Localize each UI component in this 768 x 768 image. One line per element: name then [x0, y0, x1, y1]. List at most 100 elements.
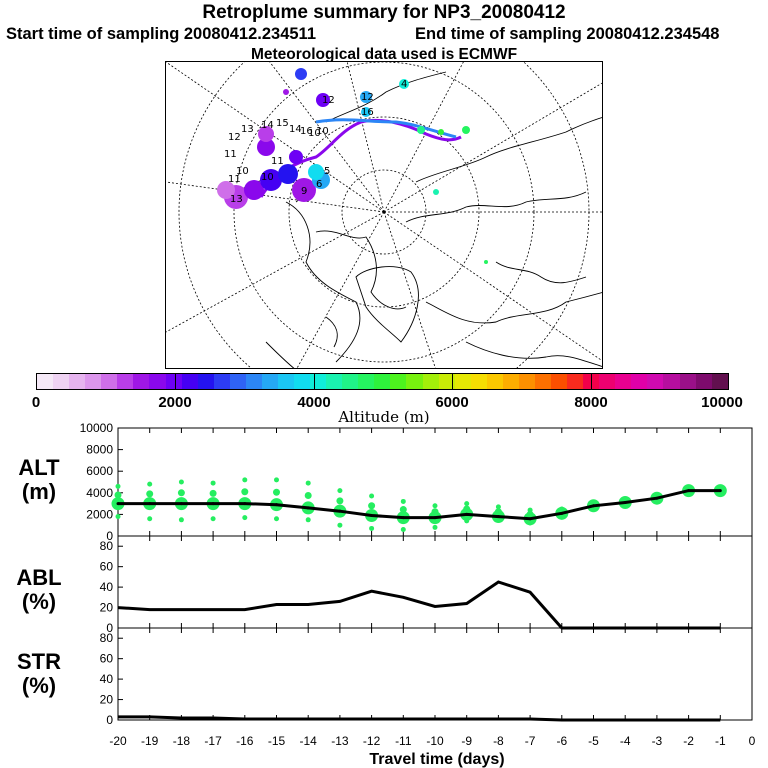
colorbar-segment — [85, 374, 102, 389]
abl-ytick-label: 60 — [100, 560, 114, 574]
alt-cluster-point — [527, 520, 533, 526]
meridian — [166, 62, 385, 213]
meridian — [383, 82, 602, 213]
cluster-marker — [292, 178, 316, 202]
map-label: 4 — [401, 79, 407, 90]
abl-label-line2: (%) — [21, 589, 57, 614]
coastline — [405, 191, 587, 223]
alt-cluster-point — [559, 514, 565, 520]
alt-cluster-point — [209, 489, 217, 497]
xtick-label: -17 — [204, 734, 222, 748]
map-label: 14 — [289, 124, 302, 135]
colorbar-segment — [374, 374, 391, 389]
colorbar-segment — [342, 374, 359, 389]
alt-series-point — [338, 509, 342, 513]
alt-series-point — [496, 515, 500, 519]
cluster-marker — [283, 89, 289, 95]
map-label: 13 — [241, 124, 254, 135]
map-label: 12 — [228, 132, 241, 143]
colorbar-segment — [101, 374, 118, 389]
cluster-marker — [278, 164, 298, 184]
map-label: 10 — [236, 166, 249, 177]
alt-cluster-point — [305, 517, 311, 523]
xtick-label: -14 — [300, 734, 318, 748]
cluster-marker — [433, 189, 439, 195]
cluster-marker — [257, 138, 275, 156]
alt-cluster-point — [432, 503, 438, 509]
alt-label-line1: ALT — [18, 455, 60, 480]
colorbar-divider — [452, 373, 453, 390]
alt-ytick-label: 4000 — [86, 486, 113, 500]
xtick-label: -16 — [236, 734, 254, 748]
map-label: 11 — [271, 156, 284, 167]
meridian — [166, 181, 385, 213]
colorbar-tick: 8000 — [574, 394, 608, 411]
alt-cluster-point — [337, 522, 343, 528]
colorbar-segment — [229, 374, 246, 389]
str-series-line — [118, 715, 721, 722]
alt-series-point — [243, 502, 247, 506]
cluster-marker — [399, 79, 409, 89]
abl-panel-label: ABL (%) — [8, 566, 70, 614]
colorbar-segment — [422, 374, 439, 389]
alt-cluster-point — [274, 516, 279, 522]
alt-cluster-point — [495, 517, 501, 523]
cluster-marker — [484, 260, 488, 264]
coastline — [315, 230, 407, 310]
colorbar-segment — [277, 374, 294, 389]
alt-cluster-point — [146, 490, 154, 498]
colorbar-segment — [326, 374, 343, 389]
colorbar-segment — [470, 374, 487, 389]
alt-series-point — [433, 516, 437, 520]
colorbar-segment — [406, 374, 423, 389]
abl-label-line1: ABL — [16, 565, 62, 590]
coastline — [325, 71, 447, 123]
xtick-label: -12 — [363, 734, 381, 748]
alt-ytick-label: 10000 — [80, 421, 114, 435]
colorbar-divider — [175, 373, 176, 390]
str-ytick-label: 40 — [100, 672, 114, 686]
alt-series-point — [275, 503, 278, 507]
colorbar-segment — [37, 374, 54, 389]
alt-series-point — [560, 511, 564, 515]
colorbar-tick: 4000 — [297, 394, 331, 411]
colorbar-segment — [534, 374, 551, 389]
colorbar-segment — [213, 374, 230, 389]
map-label: 16 — [361, 107, 374, 118]
alt-cluster-point — [368, 502, 376, 510]
colorbar-segment — [518, 374, 535, 389]
alt-cluster-point — [115, 483, 121, 489]
cluster-marker — [316, 93, 330, 107]
cluster-marker — [260, 169, 282, 191]
cluster-marker — [295, 68, 307, 80]
alt-series-point — [148, 502, 152, 506]
alt-cluster-point — [464, 501, 470, 507]
cluster-marker — [308, 164, 324, 180]
cluster-marker — [361, 107, 371, 117]
cluster-marker — [258, 126, 274, 142]
cluster-marker — [289, 150, 303, 164]
map-label: 11 — [228, 174, 241, 185]
colorbar-tick: 2000 — [158, 394, 192, 411]
colorbar-segment — [245, 374, 262, 389]
alt-cluster-point — [495, 504, 501, 510]
xtick-label: -4 — [620, 734, 631, 748]
end-time: End time of sampling 20080412.234548 — [415, 25, 720, 43]
alt-series-point — [211, 502, 215, 506]
alt-cluster-point — [210, 480, 216, 486]
alt-cluster-point — [241, 488, 249, 496]
cluster-marker — [217, 181, 235, 199]
alt-cluster-point — [178, 479, 184, 485]
xtick-label: -6 — [556, 734, 567, 748]
colorbar-segment — [567, 374, 584, 389]
str-ytick-label: 20 — [100, 693, 114, 707]
colorbar-segment — [197, 374, 214, 389]
colorbar-divider — [314, 373, 315, 390]
meridian — [383, 211, 602, 362]
colorbar-segment — [502, 374, 519, 389]
colorbar-segment — [117, 374, 134, 389]
cluster-marker — [438, 129, 444, 135]
map-label: 12 — [322, 95, 335, 106]
str-label-line2: (%) — [21, 673, 57, 698]
colorbar-segment — [599, 374, 616, 389]
